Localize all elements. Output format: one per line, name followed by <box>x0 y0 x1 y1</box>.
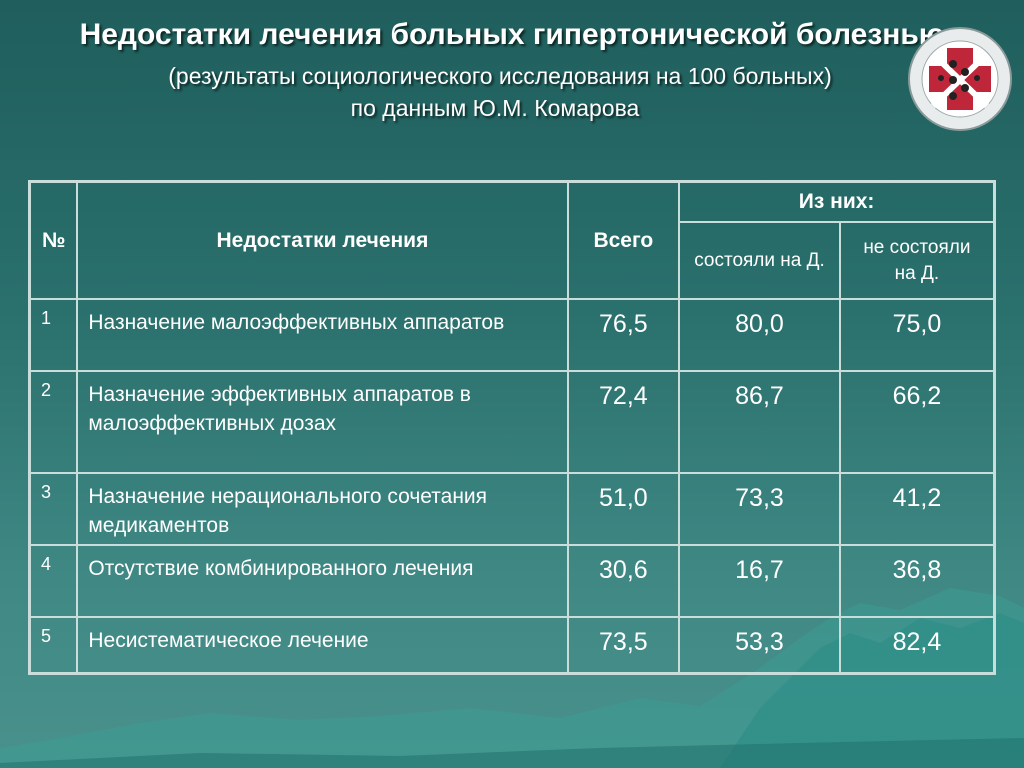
row-registered: 16,7 <box>678 544 841 618</box>
column-header-shortcoming: Недостатки лечения <box>76 180 569 300</box>
column-header-not-registered: не состояли на Д. <box>838 221 996 300</box>
row-registered: 80,0 <box>678 298 841 372</box>
table-row: 3 Назначение нерационального сочетания м… <box>28 472 996 546</box>
row-registered: 86,7 <box>678 370 841 474</box>
column-header-group: Из них: <box>678 180 996 224</box>
row-not-registered: 41,2 <box>838 472 996 546</box>
row-registered: 53,3 <box>678 616 841 674</box>
row-number: 5 <box>28 616 79 674</box>
row-shortcoming: Назначение эффективных аппаратов в малоэ… <box>76 370 569 474</box>
table-row: 4 Отсутствие комбинированного лечения 30… <box>28 544 996 618</box>
column-header-registered: состояли на Д. <box>678 221 841 300</box>
row-shortcoming: Несистематическое лечение <box>76 616 569 674</box>
table-subheader-row: состояли на Д. не состояли на Д. <box>30 221 996 300</box>
source-attribution: по данным Ю.М. Комарова <box>350 95 640 121</box>
row-not-registered: 36,8 <box>838 544 996 618</box>
row-total: 30,6 <box>566 544 681 618</box>
row-total: 72,4 <box>566 370 681 474</box>
row-shortcoming: Отсутствие комбинированного лечения <box>76 544 569 618</box>
row-not-registered: 82,4 <box>838 616 996 674</box>
row-total: 73,5 <box>566 616 681 674</box>
row-number: 2 <box>28 370 79 474</box>
row-shortcoming: Назначение малоэффективных аппаратов <box>76 298 569 372</box>
row-total: 76,5 <box>566 298 681 372</box>
row-number: 3 <box>28 472 79 546</box>
row-number: 4 <box>28 544 79 618</box>
treatment-shortcomings-table: № Недостатки лечения Всего Из них: состо… <box>28 180 996 675</box>
table-row: 5 Несистематическое лечение 73,5 53,3 82… <box>28 616 996 674</box>
row-not-registered: 75,0 <box>838 298 996 372</box>
medical-center-logo <box>908 27 1012 131</box>
table-row: 2 Назначение эффективных аппаратов в мал… <box>28 370 996 474</box>
row-shortcoming: Назначение нерационального сочетания мед… <box>76 472 569 546</box>
row-registered: 73,3 <box>678 472 841 546</box>
row-number: 1 <box>28 298 79 372</box>
row-total: 51,0 <box>566 472 681 546</box>
page-subtitle: (результаты социологического исследовани… <box>168 63 832 89</box>
row-not-registered: 66,2 <box>838 370 996 474</box>
page-title: Недостатки лечения больных гипертоническ… <box>79 18 945 51</box>
column-header-number: № <box>28 180 79 300</box>
table-header-row: № Недостатки лечения Всего Из них: <box>28 180 996 300</box>
column-header-total: Всего <box>566 180 681 300</box>
table-row: 1 Назначение малоэффективных аппаратов 7… <box>28 298 996 372</box>
